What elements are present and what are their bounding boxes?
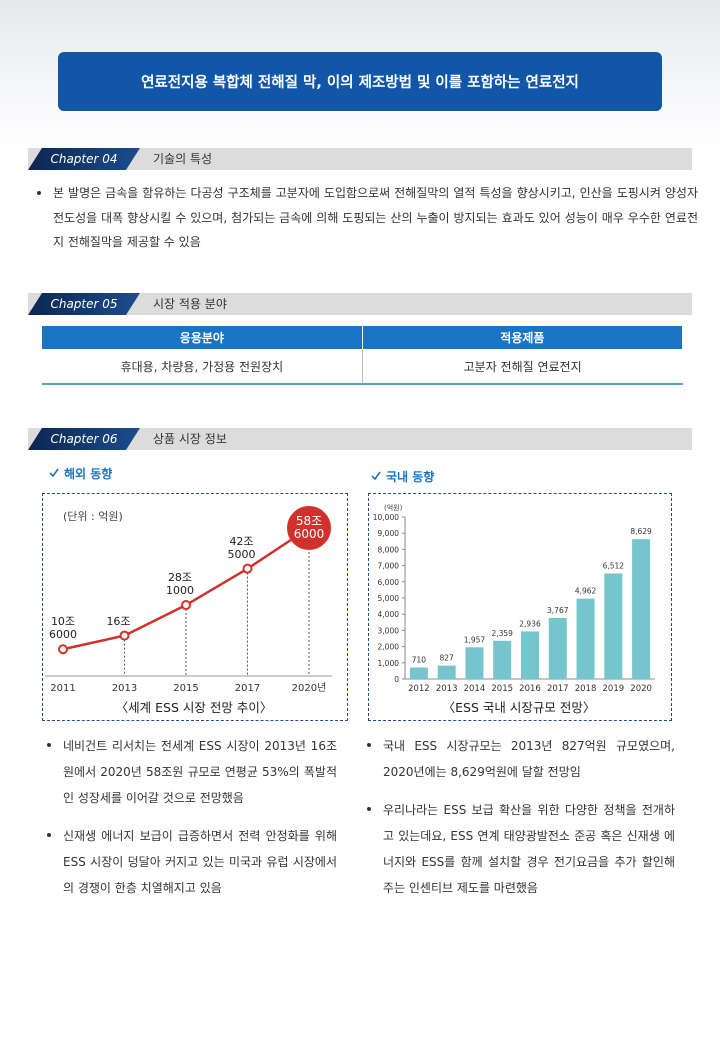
table-cell: 고분자 전해질 연료전지 xyxy=(362,349,683,385)
value-label: 8,629 xyxy=(630,527,652,536)
bar xyxy=(437,665,456,679)
y-tick-label: 2,000 xyxy=(378,643,400,652)
y-tick-label: 7,000 xyxy=(378,562,400,571)
bullet-list: 네비건트 리서치는 전세계 ESS 시장이 2013년 16조원에서 2020년… xyxy=(45,733,337,901)
y-tick-label: 8,000 xyxy=(378,545,400,554)
value-label: 28조 1000 xyxy=(166,571,194,598)
x-tick-label: 2017 xyxy=(547,684,569,694)
x-tick-label: 2011 xyxy=(50,683,75,694)
value-label: 2,936 xyxy=(519,619,541,628)
chapter-bar: Chapter 06 상품 시장 정보 xyxy=(28,428,692,450)
check-icon xyxy=(49,468,59,478)
column-heading: 해외 동향 xyxy=(64,467,113,481)
bullet: 신재생 에너지 보급이 급증하면서 전력 안정화를 위해 ESS 시장이 덩달아… xyxy=(45,823,337,901)
y-tick-label: 4,000 xyxy=(378,610,400,619)
bar xyxy=(604,573,623,679)
value-label: 42조 5000 xyxy=(227,534,256,561)
y-tick-label: 10,000 xyxy=(373,513,399,522)
y-tick-label: 3,000 xyxy=(378,626,400,635)
chapter-title: 상품 시장 정보 xyxy=(153,432,227,446)
header-title: 연료전지용 복합체 전해질 막, 이의 제조방법 및 이를 포함하는 연료전지 xyxy=(58,52,662,111)
x-tick-label: 2019 xyxy=(603,684,625,694)
chapter-tag: Chapter 06 xyxy=(28,428,140,450)
marker xyxy=(119,630,130,641)
x-tick-label: 2016 xyxy=(519,684,541,694)
value-label: 710 xyxy=(412,655,427,664)
value-label: 58조 6000 xyxy=(293,514,325,541)
x-tick-label: 2018 xyxy=(575,684,597,694)
chapter-bar: Chapter 04 기술의 특성 xyxy=(28,148,692,170)
x-tick-label: 2012 xyxy=(408,684,430,694)
bar xyxy=(521,631,539,679)
marker xyxy=(58,644,68,655)
highlight-marker xyxy=(287,506,331,550)
chapter-title: 시장 적용 분야 xyxy=(153,297,227,311)
chapter-tag: Chapter 04 xyxy=(28,148,140,170)
bullet-list: 국내 ESS 시장규모는 2013년 827억원 규모였으며, 2020년에는 … xyxy=(365,733,675,901)
unit-label: (단위 : 억원) xyxy=(63,510,123,523)
marker xyxy=(181,600,191,611)
value-label: 827 xyxy=(440,654,455,663)
unit-label: (억원) xyxy=(384,503,403,512)
y-tick-label: 6,000 xyxy=(378,578,400,587)
value-label: 2,359 xyxy=(491,629,513,638)
bar xyxy=(465,647,484,679)
bullet: 본 발명은 금속을 함유하는 다공성 구조체를 고분자에 도입함으로써 전해질막… xyxy=(35,181,698,255)
column-heading: 국내 동향 xyxy=(386,470,435,484)
bar xyxy=(632,539,651,679)
value-label: 6,512 xyxy=(603,562,625,571)
chart-frame xyxy=(42,493,348,721)
x-tick-label: 2017 xyxy=(235,683,260,694)
bullet: 국내 ESS 시장규모는 2013년 827억원 규모였으며, 2020년에는 … xyxy=(365,733,675,785)
value-label: 4,962 xyxy=(575,587,597,596)
y-tick-label: 1,000 xyxy=(378,659,400,668)
table-cell: 휴대용, 차량용, 가정용 전원장치 xyxy=(42,349,363,385)
bar xyxy=(493,640,512,679)
x-tick-label: 2014 xyxy=(464,684,486,694)
chart-frame xyxy=(368,493,672,721)
y-tick-label: 0 xyxy=(394,675,399,684)
y-tick-label: 5,000 xyxy=(378,594,400,603)
chapter-tag: Chapter 05 xyxy=(28,293,140,315)
bullet: 네비건트 리서치는 전세계 ESS 시장이 2013년 16조원에서 2020년… xyxy=(45,733,337,811)
chapter-bar: Chapter 05 시장 적용 분야 xyxy=(28,293,692,315)
x-tick-label: 2020 xyxy=(630,684,652,694)
x-tick-label: 2013 xyxy=(112,683,137,694)
bullet: 우리나라는 ESS 보급 확산을 위한 다양한 정책을 전개하고 있는데요, E… xyxy=(365,797,675,901)
x-tick-label: 2015 xyxy=(173,683,198,694)
chart-caption: 〈ESS 국내 시장규모 전망〉 xyxy=(443,700,596,715)
check-icon xyxy=(371,471,381,481)
x-tick-label: 2015 xyxy=(491,684,513,694)
y-tick-label: 9,000 xyxy=(378,529,400,538)
table: 응용분야 적용제품 휴대용, 차량용, 가정용 전원장치 고분자 전해질 연료전지 xyxy=(42,326,684,385)
bar xyxy=(409,667,428,679)
bar xyxy=(576,598,595,679)
value-label: 3,767 xyxy=(547,606,569,615)
table-header: 적용제품 xyxy=(362,326,684,349)
x-tick-label: 2020년 xyxy=(292,682,327,694)
chart-caption: 〈세계 ESS 시장 전망 추이〉 xyxy=(116,700,273,715)
table-header: 응용분야 xyxy=(42,326,363,349)
value-label: 10조 6000 xyxy=(49,615,77,642)
bar xyxy=(548,617,567,679)
value-label: 1,957 xyxy=(464,635,486,644)
x-tick-label: 2013 xyxy=(436,684,458,694)
chapter-title: 기술의 특성 xyxy=(153,152,213,166)
value-label: 16조 xyxy=(106,614,131,628)
marker xyxy=(242,563,253,574)
